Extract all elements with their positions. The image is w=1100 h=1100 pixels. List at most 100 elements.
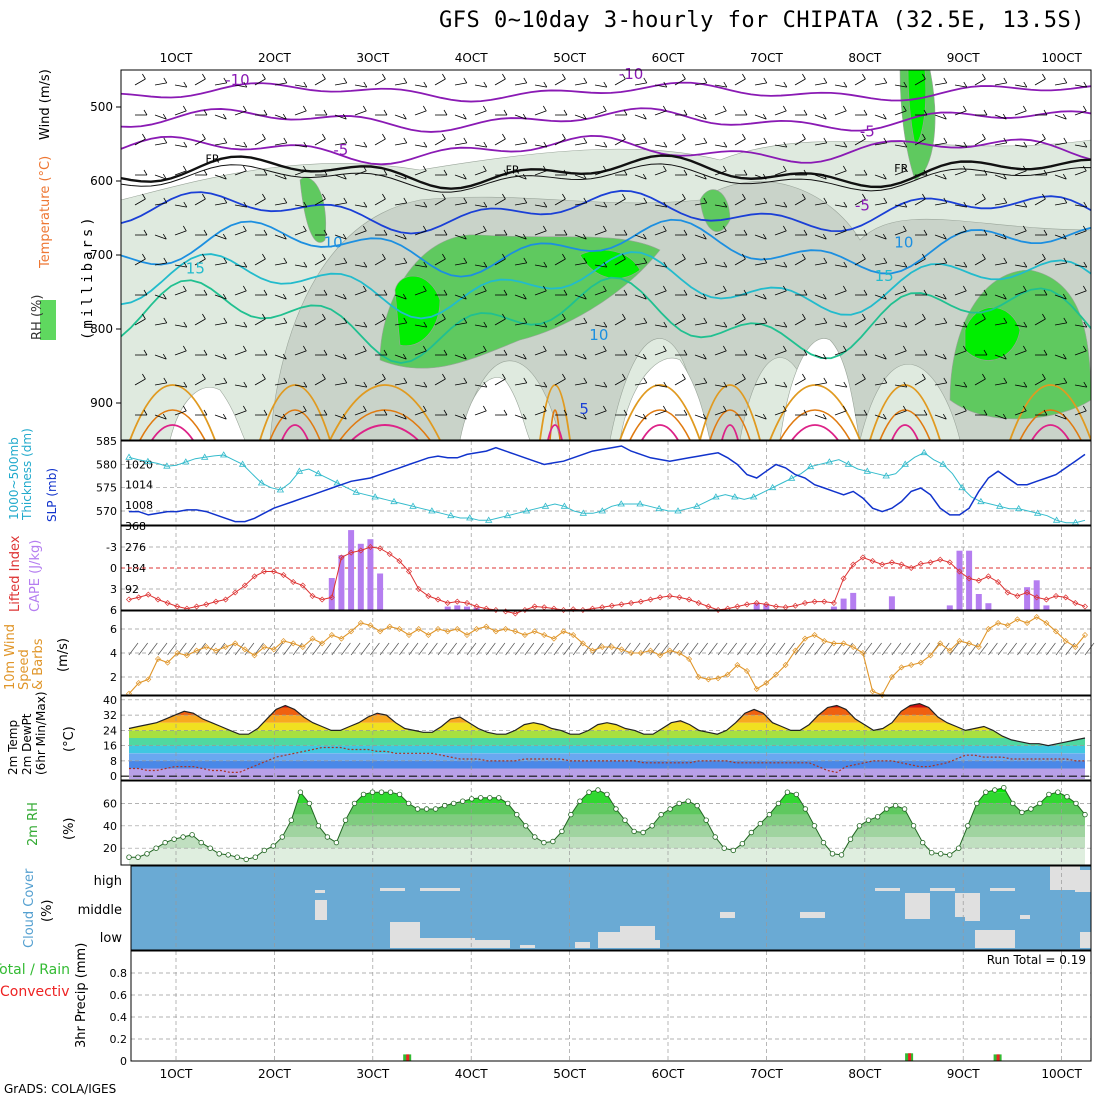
wind-barb-10m bbox=[611, 642, 622, 656]
wind-barb bbox=[574, 262, 587, 266]
wind-barb bbox=[954, 110, 967, 116]
wind-barb-flag bbox=[482, 225, 487, 232]
wind-speed-point bbox=[309, 635, 316, 642]
temp2m-ylabel: 2m Temp 2m DewPt (6hr Min/Max) bbox=[6, 691, 48, 776]
wind-barb bbox=[754, 262, 767, 266]
wind-barb-flag bbox=[522, 233, 527, 240]
wind-barb bbox=[194, 78, 206, 86]
wind-speed-point bbox=[840, 640, 847, 647]
wind-speed-point bbox=[985, 626, 992, 632]
wind-barb-flag bbox=[1062, 113, 1067, 120]
cloud-patch bbox=[975, 930, 1015, 948]
wind-barb bbox=[854, 198, 866, 206]
lifted-index-point bbox=[367, 544, 374, 550]
wind-barb-flag bbox=[723, 381, 728, 388]
thickness-point bbox=[787, 474, 796, 481]
wind-barb-flag bbox=[322, 193, 326, 200]
wind-barb-flag bbox=[722, 405, 727, 412]
wind-barb-flag bbox=[943, 377, 948, 384]
isotherm-30 bbox=[629, 409, 691, 440]
wind-barb bbox=[994, 354, 1007, 360]
wind-barb bbox=[1034, 318, 1046, 326]
wind-barb-flag bbox=[222, 173, 227, 180]
wind-barb bbox=[634, 82, 647, 86]
wind-speed-point bbox=[502, 626, 509, 632]
wind-barb bbox=[694, 354, 707, 360]
wind-barb-10m bbox=[167, 642, 177, 656]
precip-frame bbox=[130, 950, 1092, 1062]
wind-barb bbox=[614, 198, 626, 206]
temp-band bbox=[129, 768, 1085, 779]
cloud-patch bbox=[620, 926, 655, 948]
lifted-index-point bbox=[290, 579, 297, 585]
wind-barb-flag bbox=[603, 201, 608, 208]
temp-bands bbox=[129, 703, 1085, 779]
wind-barb-flag bbox=[883, 197, 888, 204]
wind-barb-flag bbox=[402, 413, 407, 420]
wind-barb-flag bbox=[282, 173, 287, 180]
wind-barb-flag bbox=[263, 409, 268, 416]
wind-barb-flag bbox=[702, 353, 707, 360]
wind-barb-10m bbox=[138, 642, 148, 656]
wind-barb bbox=[994, 262, 1007, 266]
wind-barb-flag bbox=[1023, 201, 1028, 208]
wind-barb bbox=[214, 294, 227, 300]
thickness-point bbox=[541, 502, 550, 509]
wind-barb bbox=[514, 114, 527, 120]
wind-barb-flag bbox=[682, 373, 686, 380]
wind-barb-flag bbox=[422, 225, 427, 232]
rh-point bbox=[983, 789, 989, 795]
wind-barb-flag bbox=[983, 109, 988, 116]
wind-barb bbox=[234, 204, 247, 208]
wind-barb-flag bbox=[962, 225, 967, 232]
wind-barb bbox=[974, 378, 986, 386]
wind-speed-point bbox=[966, 640, 973, 647]
wind-barb-flag bbox=[382, 253, 386, 260]
cloud-patch bbox=[965, 905, 980, 921]
rh-point bbox=[757, 820, 763, 827]
wind-barb-flag bbox=[922, 253, 926, 260]
wind-barb bbox=[574, 354, 587, 360]
wind-barb-flag bbox=[242, 345, 247, 352]
wind-barb bbox=[574, 142, 587, 146]
thickness-point bbox=[920, 448, 928, 456]
isotherm-minus-10 bbox=[121, 81, 1091, 103]
wind-barb bbox=[714, 290, 727, 296]
wind-barb-10m bbox=[814, 642, 824, 656]
wind-barb-10m bbox=[157, 642, 168, 656]
wind-barb-flag bbox=[1043, 109, 1048, 116]
wind-barb bbox=[834, 230, 847, 236]
wind-barb-flag bbox=[1082, 285, 1087, 292]
wind-barb-flag bbox=[803, 349, 808, 356]
wind-barb bbox=[1014, 410, 1027, 416]
wind-speed-point bbox=[937, 640, 944, 647]
wind-barb bbox=[774, 410, 787, 416]
wind-barb-10m bbox=[804, 642, 815, 656]
isotherm-30 bbox=[139, 409, 206, 440]
lifted-index-point bbox=[946, 559, 953, 566]
rh-point bbox=[676, 800, 682, 807]
wind-barb bbox=[554, 198, 566, 206]
wind-barb bbox=[894, 350, 907, 356]
wind-speed-point bbox=[589, 647, 596, 654]
rh-point bbox=[442, 802, 448, 809]
thickness-ylabel: 1000~500mb Thickness (dm) bbox=[7, 428, 34, 520]
wind-barb-flag bbox=[843, 261, 848, 268]
wind-barb-flag bbox=[342, 233, 347, 240]
wind-barb bbox=[634, 234, 647, 240]
wind-barb bbox=[1054, 142, 1067, 146]
cloud-patch bbox=[990, 888, 1015, 891]
wind-barb-flag bbox=[983, 289, 988, 296]
wind-barb bbox=[434, 258, 446, 266]
rh-point bbox=[288, 817, 294, 823]
wind-barb-flag bbox=[243, 321, 248, 328]
wind-barb bbox=[534, 290, 547, 296]
wind-barb bbox=[374, 78, 386, 86]
rh-point bbox=[514, 811, 520, 818]
rh-point bbox=[712, 834, 718, 840]
wind-barb-flag bbox=[943, 257, 948, 264]
wind-barb bbox=[854, 138, 866, 146]
wind-barb-flag bbox=[483, 201, 488, 208]
bottom-x-tick-label: 6OCT bbox=[652, 1067, 685, 1081]
wind-barb-flag bbox=[263, 229, 268, 236]
